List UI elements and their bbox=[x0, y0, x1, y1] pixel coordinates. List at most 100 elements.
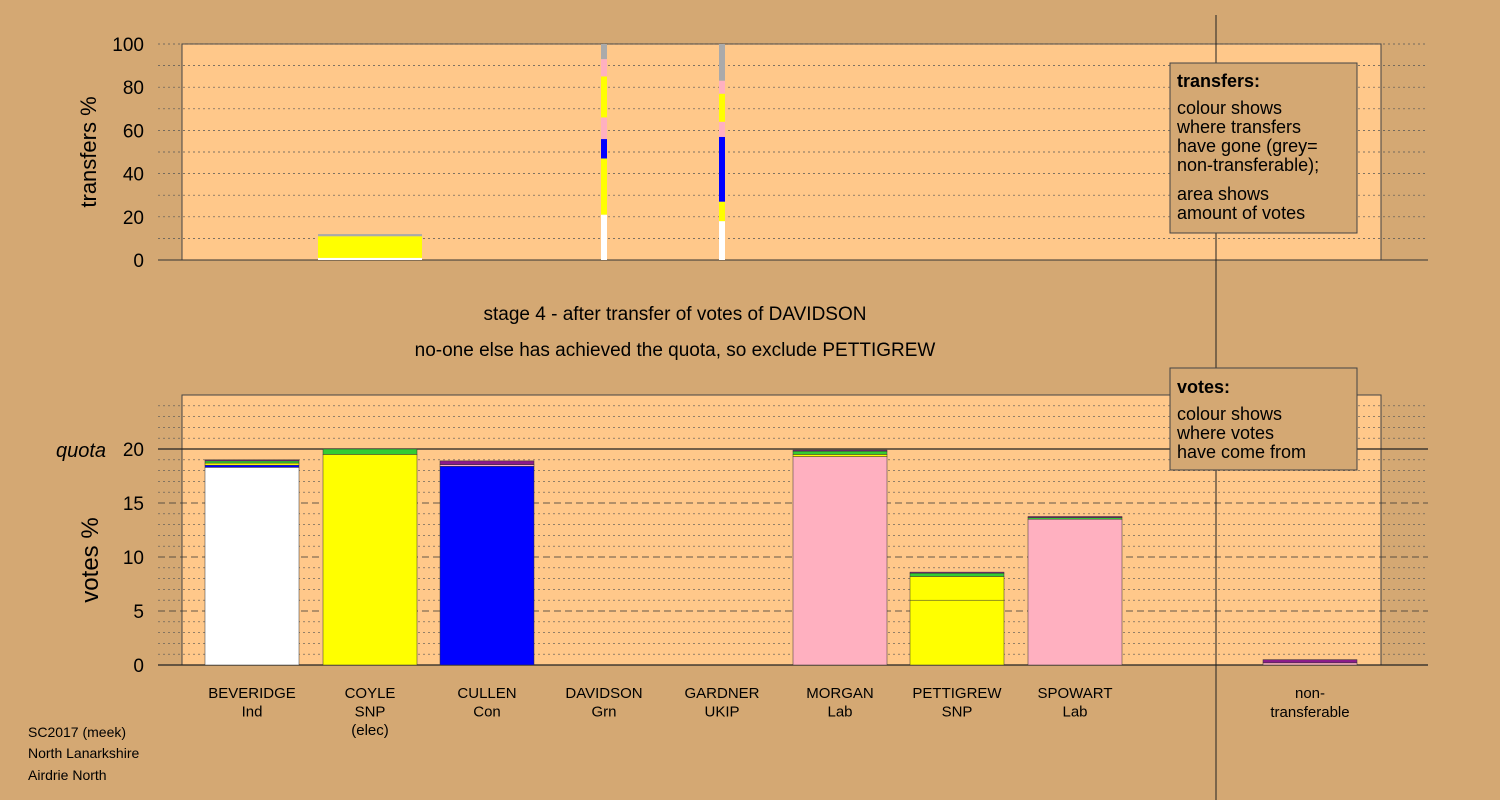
votes-legend-title: votes: bbox=[1177, 377, 1230, 397]
transfer-bar-gardner bbox=[719, 44, 725, 260]
candidate-labels: BEVERIDGEIndCOYLESNP(elec)CULLENConDAVID… bbox=[208, 685, 1349, 739]
votes-y-ticks: 0 5 10 15 20 bbox=[123, 440, 144, 677]
votes-y-axis-label: votes % bbox=[77, 517, 104, 602]
stage-title: stage 4 - after transfer of votes of DAV… bbox=[484, 304, 867, 325]
transfers-y-ticks: 0 20 40 60 80 100 bbox=[112, 35, 144, 272]
transfer-bar-davidson bbox=[601, 44, 607, 260]
transfer-segment-con bbox=[601, 139, 607, 159]
vote-segment-snp bbox=[909, 599, 1005, 666]
transfer-segment-snp bbox=[318, 236, 422, 258]
vote-bar-coyle bbox=[322, 448, 418, 666]
candidate-status-label: (elec) bbox=[351, 722, 389, 739]
vote-segment-snp bbox=[909, 576, 1005, 601]
transfer-segment-snp bbox=[719, 201, 725, 222]
vote-segment-grn bbox=[792, 450, 888, 455]
transfer-segment-lab bbox=[719, 80, 725, 94]
transfers-y-axis-label: transfers % bbox=[76, 96, 101, 207]
candidate-name-label: COYLE bbox=[345, 685, 396, 702]
vote-bar-beveridge bbox=[204, 459, 300, 666]
footer-line: Airdrie North bbox=[28, 767, 107, 783]
transfer-segment-nontransferable bbox=[601, 44, 607, 60]
vote-segment-ind bbox=[204, 467, 300, 666]
vote-segment-snp bbox=[322, 454, 418, 666]
vote-bar-morgan bbox=[792, 449, 888, 666]
vote-segment-ukip bbox=[1027, 516, 1123, 518]
transfer-segment-snp bbox=[601, 76, 607, 118]
y-tick-label: 60 bbox=[123, 121, 144, 142]
candidate-name-label: MORGAN bbox=[806, 685, 874, 702]
transfer-segment-snp bbox=[719, 93, 725, 122]
candidate-name-label: PETTIGREW bbox=[912, 685, 1002, 702]
vote-segment-lab bbox=[792, 456, 888, 666]
vote-segment-ukip bbox=[439, 460, 535, 465]
transfer-segment-nontransferable bbox=[318, 234, 422, 237]
transfers-legend-line: area shows bbox=[1177, 184, 1269, 204]
transfers-legend-line: where transfers bbox=[1176, 117, 1301, 137]
candidate-name-label: DAVIDSON bbox=[565, 685, 642, 702]
candidate-party-label: SNP bbox=[355, 704, 386, 721]
transfers-legend-box bbox=[1169, 62, 1358, 234]
candidate-party-label: Lab bbox=[827, 704, 852, 721]
candidate-name-label: GARDNER bbox=[684, 685, 759, 702]
candidate-party-label: UKIP bbox=[704, 704, 739, 721]
vote-bar-pettigrew bbox=[909, 571, 1005, 666]
y-tick-label: 20 bbox=[123, 208, 144, 229]
y-tick-label: 100 bbox=[112, 35, 144, 56]
vote-segment-con bbox=[439, 466, 535, 666]
vote-bar-cullen bbox=[439, 460, 535, 666]
candidate-name-label: BEVERIDGE bbox=[208, 685, 296, 702]
votes-legend-box bbox=[1169, 367, 1358, 471]
votes-legend-line: colour shows bbox=[1177, 404, 1282, 424]
footer-line: SC2017 (meek) bbox=[28, 724, 126, 740]
vote-segment-snp bbox=[204, 462, 300, 466]
nontransferable-label: transferable bbox=[1270, 704, 1349, 721]
transfers-legend-title: transfers: bbox=[1177, 71, 1260, 91]
vote-segment-lab bbox=[1262, 662, 1358, 666]
footer-line: North Lanarkshire bbox=[28, 745, 139, 761]
transfers-legend-line: have gone (grey= bbox=[1177, 136, 1318, 156]
y-tick-label: 10 bbox=[123, 548, 144, 569]
transfer-segment-lab bbox=[719, 121, 725, 137]
transfer-segment-nontransferable bbox=[719, 44, 725, 81]
candidate-party-label: SNP bbox=[942, 704, 973, 721]
transfer-segment-ind bbox=[719, 221, 725, 260]
vote-segment-lab bbox=[1027, 518, 1123, 666]
vote-segment-grn bbox=[322, 448, 418, 455]
votes-legend-line: where votes bbox=[1176, 423, 1274, 443]
transfer-segment-ind bbox=[318, 257, 422, 260]
vote-segment-con bbox=[204, 464, 300, 468]
candidate-party-label: Lab bbox=[1062, 704, 1087, 721]
candidate-party-label: Grn bbox=[591, 704, 616, 721]
votes-legend-line: have come from bbox=[1177, 442, 1306, 462]
transfers-bars bbox=[318, 44, 725, 260]
y-tick-label: 20 bbox=[123, 440, 144, 461]
vote-bar-nontransferable bbox=[1262, 659, 1358, 666]
transfers-legend-line: colour shows bbox=[1177, 98, 1282, 118]
transfer-segment-ind bbox=[601, 214, 607, 260]
y-tick-label: 80 bbox=[123, 78, 144, 99]
y-tick-label: 0 bbox=[133, 656, 144, 677]
candidate-party-label: Ind bbox=[242, 704, 263, 721]
transfer-segment-snp bbox=[601, 158, 607, 215]
y-tick-label: 0 bbox=[133, 251, 144, 272]
candidate-name-label: CULLEN bbox=[457, 685, 516, 702]
transfers-legend: transfers: colour shows where transfers … bbox=[1169, 62, 1358, 234]
transfer-bar-coyle bbox=[318, 234, 422, 260]
transfer-segment-lab bbox=[601, 59, 607, 77]
transfer-segment-lab bbox=[601, 117, 607, 140]
votes-bars bbox=[204, 448, 1358, 666]
vote-segment-ukip bbox=[1262, 659, 1358, 664]
nontransferable-label: non- bbox=[1295, 685, 1325, 702]
transfers-legend-line: amount of votes bbox=[1177, 203, 1305, 223]
candidate-name-label: SPOWART bbox=[1037, 685, 1112, 702]
transfer-segment-con bbox=[719, 136, 725, 202]
stage-subtitle: no-one else has achieved the quota, so e… bbox=[415, 340, 936, 361]
vote-segment-snp bbox=[792, 454, 888, 457]
vote-segment-ukip bbox=[792, 449, 888, 452]
y-tick-label: 15 bbox=[123, 494, 144, 515]
vote-segment-ukip bbox=[909, 571, 1005, 574]
candidate-party-label: Con bbox=[473, 704, 501, 721]
vote-bar-spowart bbox=[1027, 516, 1123, 666]
